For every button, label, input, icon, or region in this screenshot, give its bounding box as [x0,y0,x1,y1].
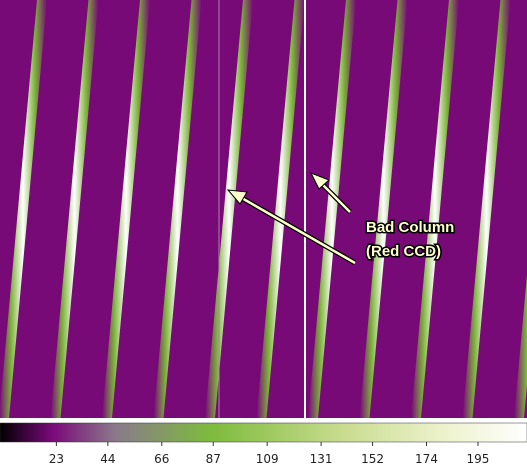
colorbar-tick-label: 195 [467,452,490,466]
colorbar-tick-label: 109 [256,452,279,466]
colorbar-tick-label: 66 [154,452,169,466]
annotation-line: (Red CCD) [366,243,441,260]
colorbar-tick-label: 23 [49,452,64,466]
arrow [226,189,357,266]
arc-line [359,0,408,418]
arrow [309,172,352,214]
colorbar [0,422,527,443]
arc-line [462,0,511,418]
arc-line [256,0,305,418]
colorbar-tick-label: 131 [310,452,333,466]
arc-line [0,0,47,418]
arc-line [153,0,202,418]
colorbar-tick-label: 174 [415,452,438,466]
arc-line [514,275,527,418]
arc-line [308,0,356,418]
annotation-line: Bad Column [366,219,454,236]
arc-lines [0,0,527,418]
colorbar-tick-label: 87 [206,452,221,466]
colorbar-tick-label: 152 [361,452,384,466]
arc-line [102,0,150,418]
arc-line [205,0,253,418]
arc-line [50,0,99,418]
colorbar-tick-label: 44 [100,452,115,466]
arc-line [411,0,459,418]
